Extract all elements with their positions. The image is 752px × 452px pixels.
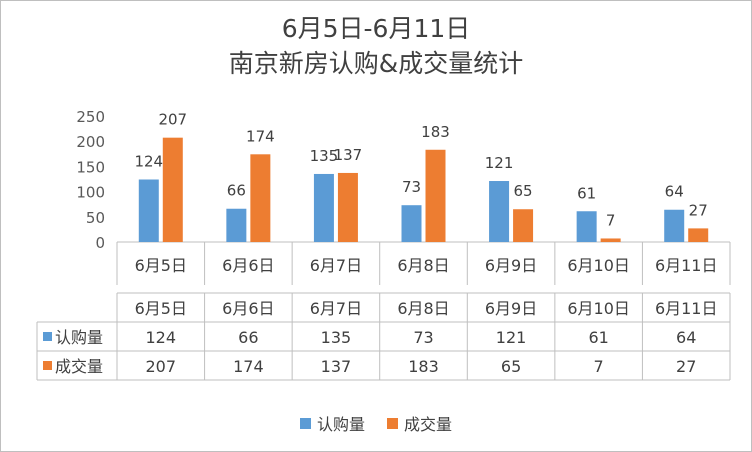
data-label-subscription: 64 <box>665 183 684 201</box>
data-label-transaction: 7 <box>606 211 616 229</box>
chart-title: 6月5日-6月11日 <box>281 14 471 43</box>
table-cell: 65 <box>501 357 521 376</box>
data-label-subscription: 73 <box>402 178 421 196</box>
bar-transaction <box>688 228 709 242</box>
bar-transaction <box>513 209 534 242</box>
bar-transaction <box>250 154 271 242</box>
table-cell: 124 <box>146 328 177 347</box>
x-tick-label: 6月6日 <box>222 256 274 275</box>
y-tick-label: 200 <box>76 133 105 151</box>
table-cell: 7 <box>594 357 604 376</box>
legend-item-subscription: 认购量 <box>299 411 365 435</box>
legend-label-transaction: 成交量 <box>404 415 453 434</box>
x-tick-label: 6月5日 <box>135 256 187 275</box>
data-label-transaction: 183 <box>421 123 450 141</box>
y-tick-label: 100 <box>76 184 105 202</box>
table-header-cell: 6月11日 <box>655 299 718 318</box>
table-cell: 64 <box>676 328 696 347</box>
data-label-subscription: 124 <box>134 153 163 171</box>
data-label-subscription: 61 <box>577 184 596 202</box>
table-header-cell: 6月6日 <box>222 299 274 318</box>
table-cell: 61 <box>588 328 608 347</box>
data-label-transaction: 174 <box>246 127 275 145</box>
table-legend-key-transaction <box>43 361 52 370</box>
bar-transaction <box>600 238 621 242</box>
table-legend-key-subscription <box>43 332 52 341</box>
bar-subscription <box>313 173 334 242</box>
table-cell: 135 <box>321 328 352 347</box>
chart-title-block: 6月5日-6月11日 南京新房认购&成交量统计 <box>1 11 751 81</box>
table-cell: 137 <box>321 357 352 376</box>
table-row-label: 认购量 <box>55 328 103 347</box>
table-cell: 73 <box>413 328 433 347</box>
data-label-subscription: 121 <box>485 154 514 172</box>
data-label-transaction: 65 <box>514 182 533 200</box>
table-header-cell: 6月5日 <box>135 299 187 318</box>
x-tick-label: 6月9日 <box>485 256 537 275</box>
legend-item-transaction: 成交量 <box>387 411 452 435</box>
bar-transaction <box>425 149 446 242</box>
x-tick-label: 6月11日 <box>655 256 718 275</box>
table-cell: 27 <box>676 357 696 376</box>
chart-legend: 认购量 成交量 <box>1 411 751 435</box>
y-tick-label: 150 <box>76 158 105 176</box>
data-label-transaction: 137 <box>334 146 363 164</box>
legend-label-subscription: 认购量 <box>316 415 365 434</box>
legend-swatch-transaction <box>387 417 398 429</box>
x-tick-label: 6月8日 <box>397 256 449 275</box>
bar-transaction <box>162 137 183 242</box>
data-label-subscription: 66 <box>227 182 246 200</box>
bar-subscription <box>401 205 422 242</box>
x-tick-label: 6月7日 <box>310 256 362 275</box>
table-header-cell: 6月8日 <box>397 299 449 318</box>
chart-subtitle: 南京新房认购&成交量统计 <box>228 49 524 78</box>
bar-subscription <box>138 179 159 242</box>
bar-transaction <box>337 172 358 242</box>
table-header-cell: 6月9日 <box>485 299 537 318</box>
bar-subscription <box>226 208 247 242</box>
data-label-transaction: 207 <box>158 111 187 129</box>
table-header-cell: 6月7日 <box>310 299 362 318</box>
data-label-subscription: 135 <box>310 147 339 165</box>
table-header-cell: 6月10日 <box>567 299 630 318</box>
table-cell: 66 <box>238 328 258 347</box>
legend-swatch-subscription <box>299 417 311 429</box>
table-cell: 207 <box>146 357 177 376</box>
table-row-label: 成交量 <box>55 357 103 376</box>
table-cell: 183 <box>408 357 439 376</box>
table-cell: 174 <box>233 357 264 376</box>
x-tick-label: 6月10日 <box>567 256 630 275</box>
bar-subscription <box>664 209 685 242</box>
table-cell: 121 <box>496 328 527 347</box>
data-label-transaction: 27 <box>689 201 708 219</box>
y-tick-label: 250 <box>76 108 105 126</box>
y-tick-label: 50 <box>86 209 105 227</box>
bar-subscription <box>489 181 510 242</box>
y-tick-label: 0 <box>95 234 105 252</box>
bar-subscription <box>576 211 597 242</box>
